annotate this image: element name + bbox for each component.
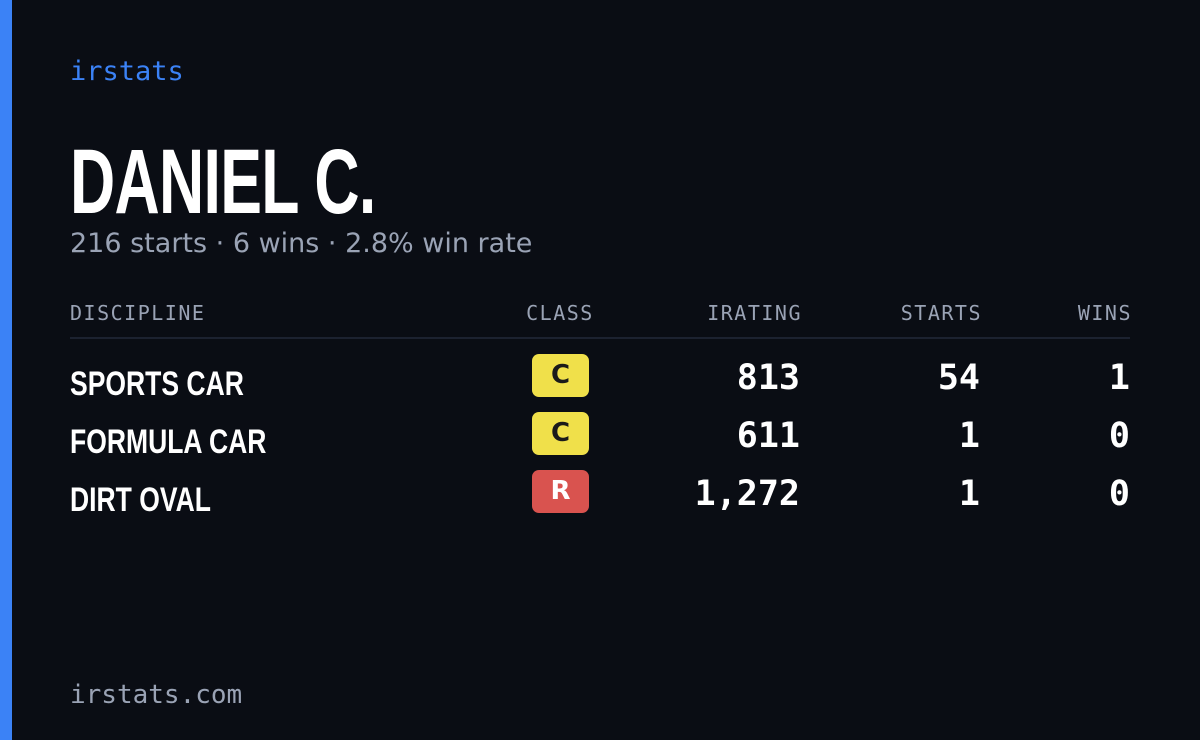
discipline: FORMULA CAR [70, 423, 267, 461]
wins: 0 [1108, 474, 1130, 514]
class-badge: C [532, 412, 589, 455]
divider [70, 337, 1130, 339]
header: CLASS [526, 301, 594, 325]
header: DISCIPLINE [70, 301, 206, 325]
class-badge: C [532, 354, 589, 397]
header: STARTS [900, 301, 982, 325]
irating: 813 [736, 358, 800, 398]
brand: irstats [70, 56, 184, 87]
header: WINS [1077, 301, 1132, 325]
footer: irstats.com [70, 680, 243, 710]
accent-bar [0, 0, 12, 740]
irating: 611 [736, 416, 800, 456]
wins: 0 [1108, 416, 1130, 456]
irating: 1,272 [694, 474, 800, 514]
class-badge: R [532, 470, 589, 513]
driver-name: DANIEL C. [70, 131, 376, 233]
subtitle: 216 starts · 6 wins · 2.8% win rate [70, 228, 533, 259]
discipline: SPORTS CAR [70, 365, 244, 403]
starts: 54 [937, 358, 980, 398]
header: IRATING [707, 301, 802, 325]
discipline: DIRT OVAL [70, 481, 211, 519]
starts: 1 [958, 474, 980, 514]
wins: 1 [1108, 358, 1130, 398]
starts: 1 [958, 416, 980, 456]
